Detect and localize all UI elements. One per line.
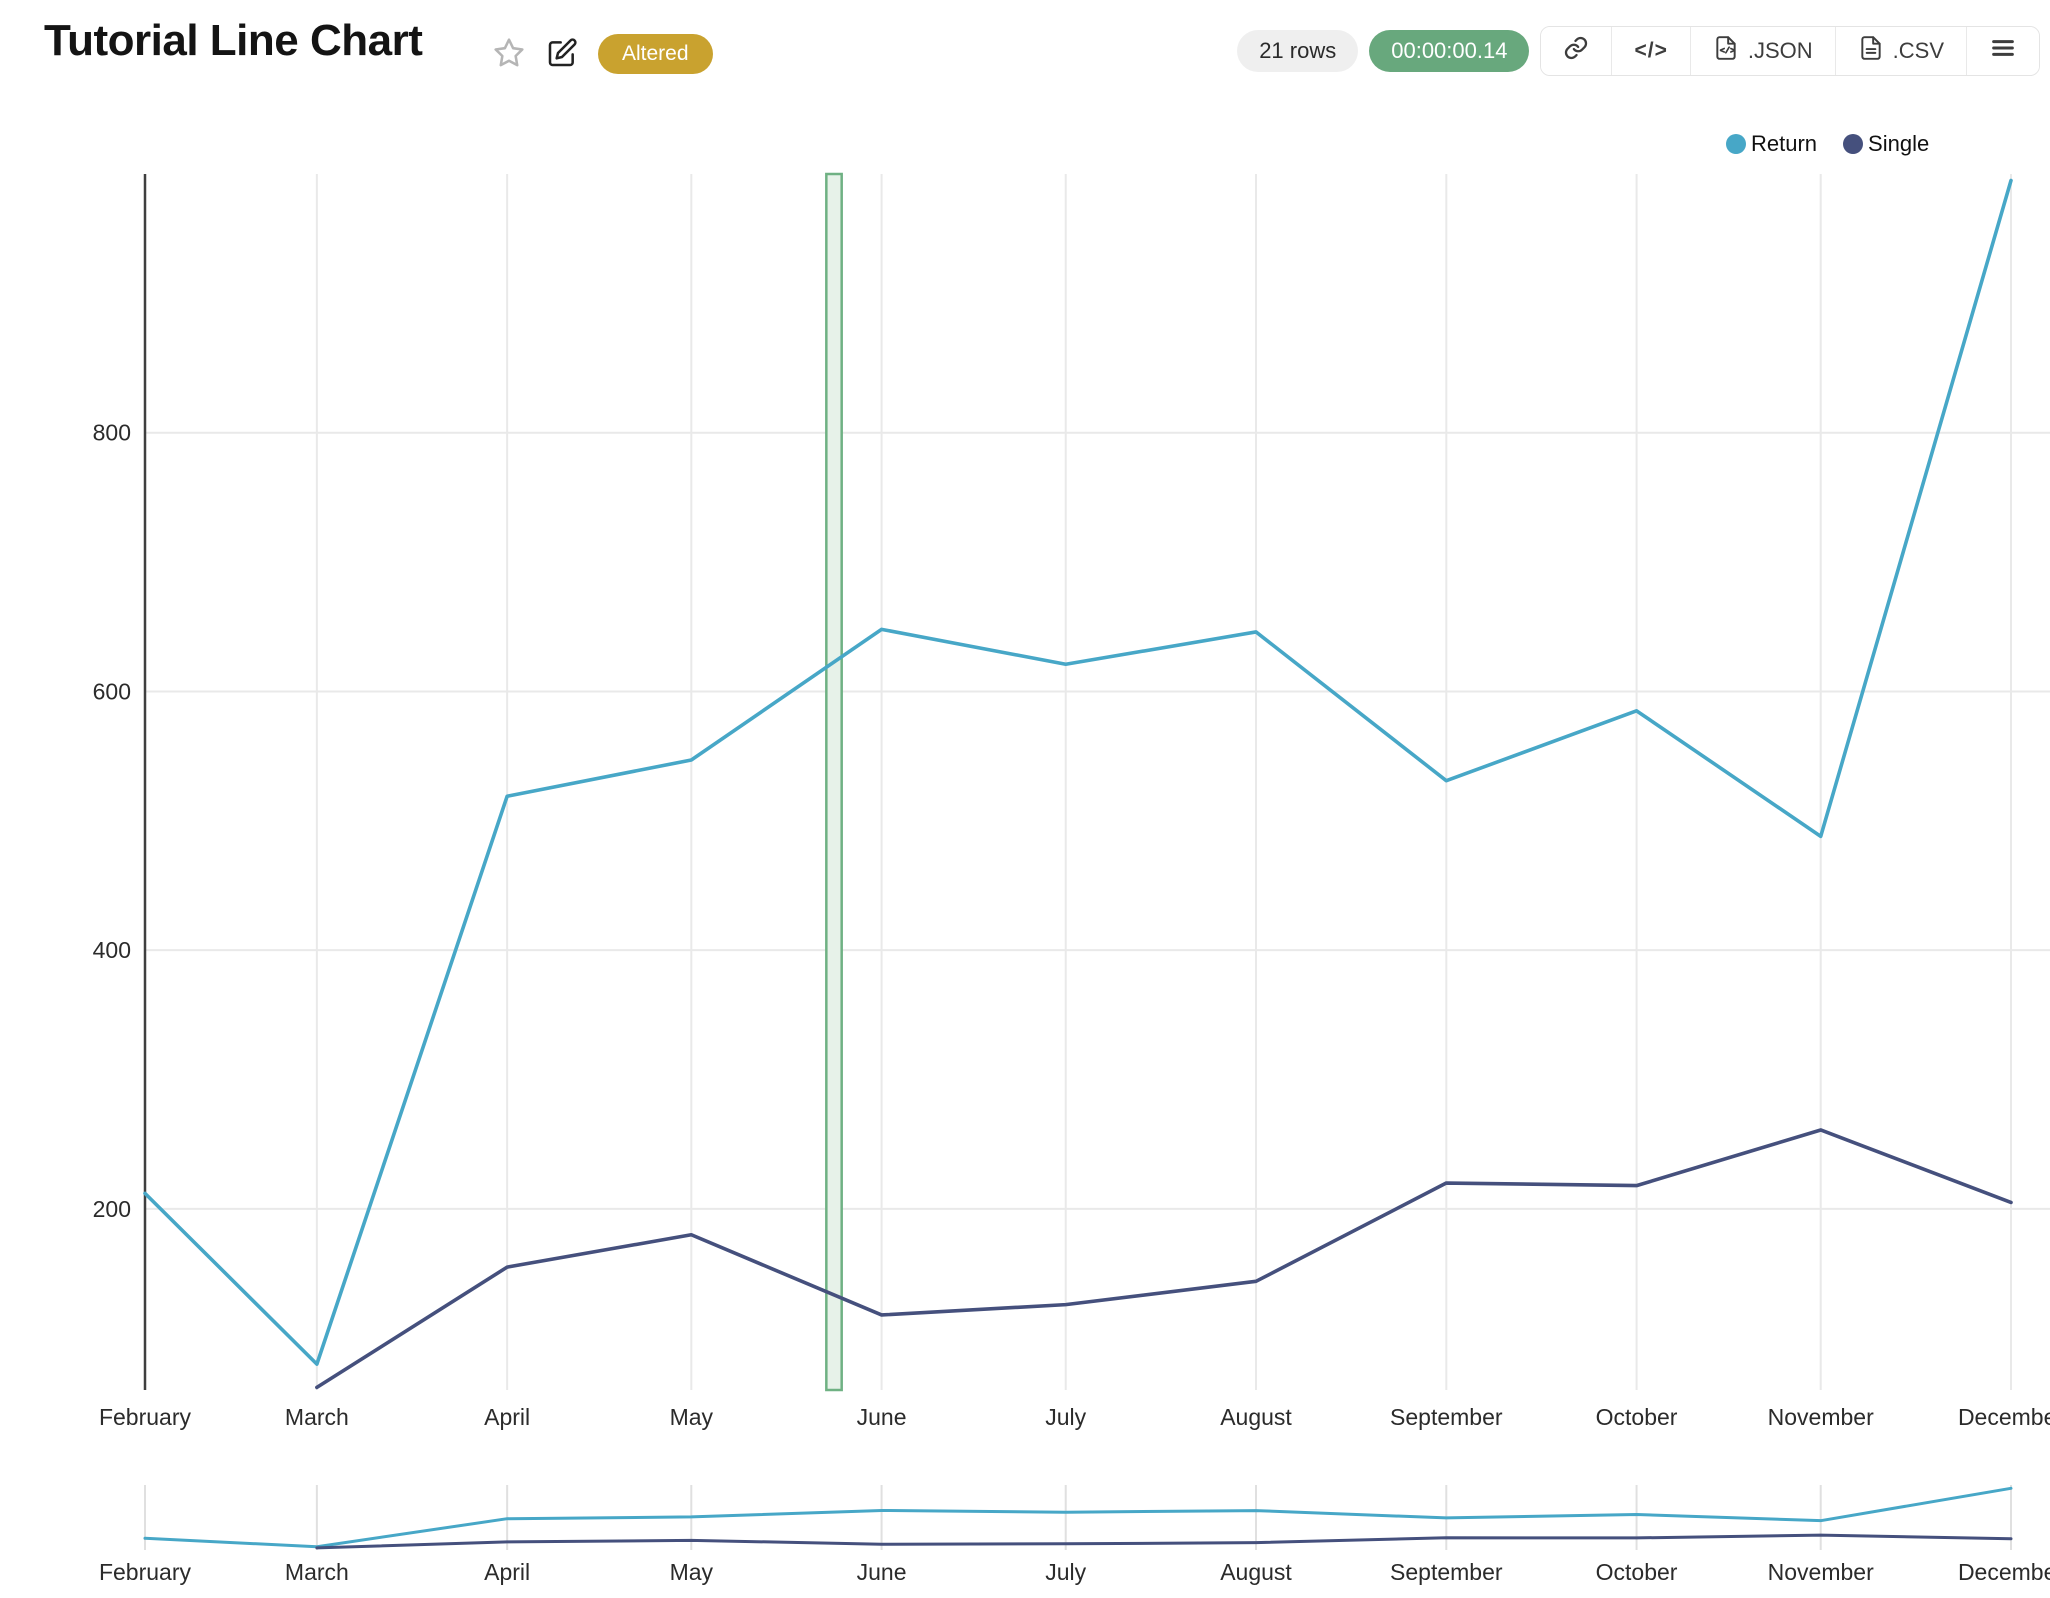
svg-text:December: December bbox=[1958, 1559, 2050, 1585]
svg-text:October: October bbox=[1596, 1404, 1678, 1430]
code-icon: </> bbox=[1634, 39, 1668, 62]
svg-text:400: 400 bbox=[93, 937, 131, 963]
more-menu-button[interactable] bbox=[1966, 27, 2039, 75]
edit-button[interactable] bbox=[546, 37, 578, 72]
csv-file-icon bbox=[1858, 35, 1884, 67]
svg-text:600: 600 bbox=[93, 678, 131, 704]
return-series-label: Return bbox=[1751, 131, 1818, 156]
svg-text:October: October bbox=[1596, 1559, 1678, 1585]
mini-brush-chart[interactable]: February March April May June July August Septe… bbox=[99, 1485, 2050, 1585]
return-series-dot bbox=[1726, 134, 1746, 154]
svg-text:February: February bbox=[99, 1404, 192, 1430]
header: Tutorial Line Chart Altered 21 rows 00:0… bbox=[0, 0, 2050, 90]
svg-text:August: August bbox=[1220, 1404, 1292, 1430]
svg-text:March: March bbox=[285, 1404, 349, 1430]
svg-text:December: December bbox=[1958, 1404, 2050, 1430]
hamburger-menu-icon bbox=[1989, 34, 2017, 68]
svg-text:200: 200 bbox=[93, 1196, 131, 1222]
svg-text:February: February bbox=[99, 1559, 192, 1585]
star-icon bbox=[492, 36, 526, 73]
legend-item-return[interactable]: Return bbox=[1726, 131, 1817, 157]
edit-pencil-icon bbox=[546, 37, 578, 72]
svg-text:July: July bbox=[1045, 1404, 1086, 1430]
single-series-label: Single bbox=[1868, 131, 1930, 156]
json-file-icon: </> bbox=[1713, 35, 1739, 67]
view-code-button[interactable]: </> bbox=[1611, 27, 1690, 75]
export-csv-button[interactable]: .CSV bbox=[1834, 27, 1966, 75]
svg-text:August: August bbox=[1220, 1559, 1292, 1585]
legend-item-single[interactable]: Single bbox=[1843, 131, 1929, 157]
svg-text:June: June bbox=[857, 1559, 907, 1585]
svg-text:May: May bbox=[670, 1559, 714, 1585]
result-toolbar: 21 rows 00:00:00.14 </> bbox=[1237, 26, 2040, 76]
title-actions: Altered bbox=[492, 34, 713, 74]
share-link-button[interactable] bbox=[1541, 27, 1612, 75]
svg-text:March: March bbox=[285, 1559, 349, 1585]
svg-text:September: September bbox=[1390, 1404, 1503, 1430]
csv-export-label: .CSV bbox=[1892, 38, 1944, 63]
chart-legend: Return Single bbox=[1726, 131, 1929, 157]
page-title: Tutorial Line Chart bbox=[44, 16, 423, 65]
svg-text:November: November bbox=[1768, 1559, 1874, 1585]
svg-text:June: June bbox=[857, 1404, 907, 1430]
main-line-chart[interactable]: 200 400 600 800 February March April May June Jul… bbox=[93, 172, 2050, 1430]
svg-text:July: July bbox=[1045, 1559, 1086, 1585]
svg-text:May: May bbox=[670, 1404, 714, 1430]
svg-text:800: 800 bbox=[93, 420, 131, 446]
json-export-label: .JSON bbox=[1747, 38, 1813, 63]
row-count-pill: 21 rows bbox=[1237, 30, 1359, 72]
export-json-button[interactable]: </> .JSON bbox=[1689, 27, 1835, 75]
link-icon bbox=[1563, 35, 1589, 67]
single-series-dot bbox=[1843, 134, 1864, 154]
svg-text:November: November bbox=[1768, 1404, 1874, 1430]
query-duration-pill: 00:00:00.14 bbox=[1369, 30, 1530, 72]
svg-text:</>: </> bbox=[1720, 46, 1736, 56]
export-button-group: </> </> .JSON bbox=[1540, 26, 2040, 76]
svg-text:April: April bbox=[484, 1559, 530, 1585]
svg-text:April: April bbox=[484, 1404, 530, 1430]
status-badge: Altered bbox=[598, 34, 713, 74]
svg-text:September: September bbox=[1390, 1559, 1503, 1585]
favorite-star-button[interactable] bbox=[492, 36, 526, 73]
